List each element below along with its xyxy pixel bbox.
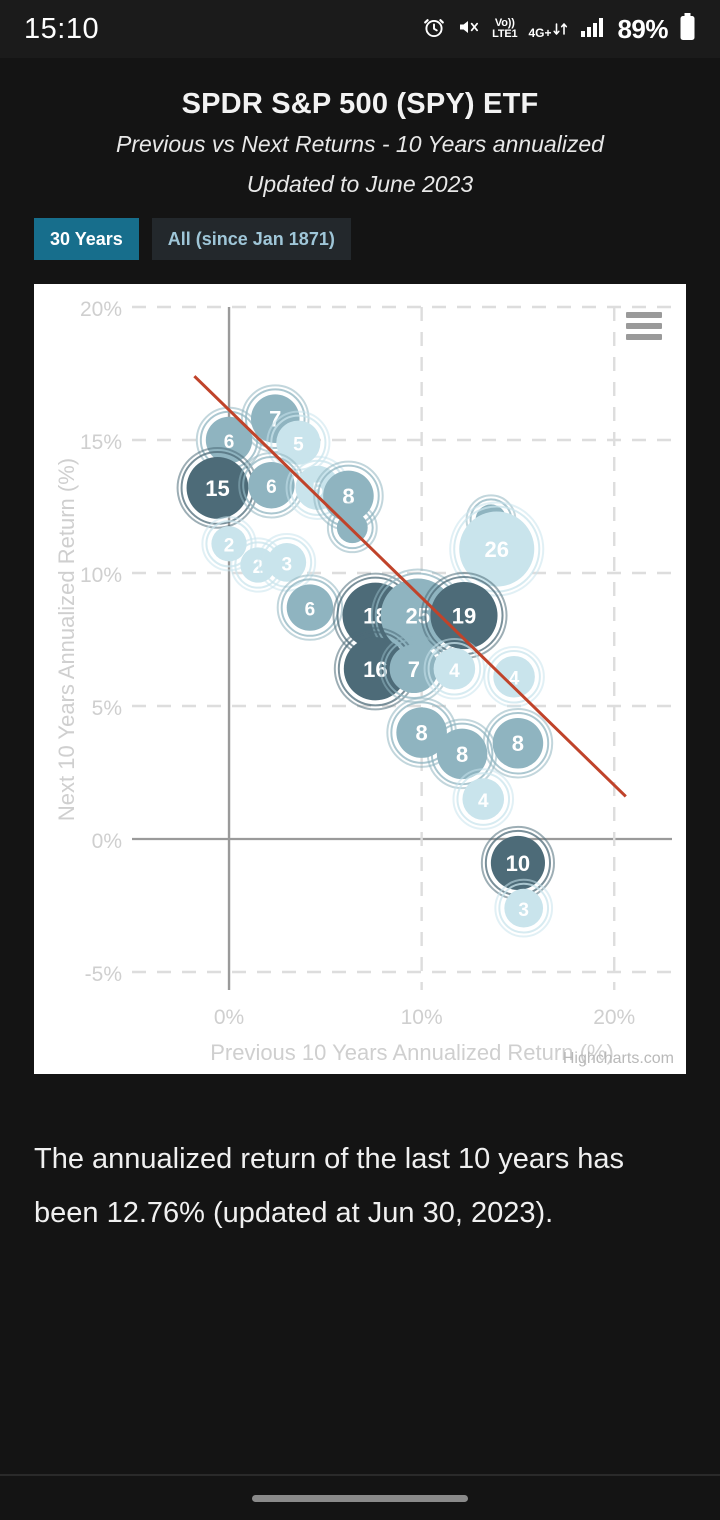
bubble-count-label: 3 — [282, 554, 293, 575]
bubble-count-label: 3 — [518, 900, 529, 921]
mute-icon — [457, 15, 481, 44]
system-navigation-bar — [0, 1476, 720, 1520]
scatter-bubble[interactable]: 26 — [449, 501, 545, 597]
bottom-divider — [0, 1474, 720, 1476]
scatter-bubble[interactable]: 3 — [494, 878, 554, 938]
bubble-count-label: 2 — [224, 536, 235, 557]
bubble-count-label: 7 — [408, 657, 420, 682]
scatter-bubble[interactable]: 6 — [276, 574, 344, 641]
status-icons: Vo)) LTE1 4G+ 89% — [422, 12, 696, 46]
hamburger-menu-icon[interactable] — [626, 312, 662, 345]
status-clock: 15:10 — [24, 12, 100, 45]
scatter-bubble[interactable]: 19 — [420, 572, 508, 660]
page-updated-label: Updated to June 2023 — [246, 171, 474, 197]
x-axis-tick-label: 20% — [593, 1006, 635, 1029]
scatter-bubble[interactable]: 4 — [483, 645, 545, 708]
bubble-count-label: 8 — [456, 742, 468, 767]
y-axis-tick-label: 15% — [80, 431, 122, 454]
scatter-bubble[interactable]: 16 — [333, 627, 418, 711]
page-subtitle: Previous vs Next Returns - 10 Years annu… — [116, 131, 604, 157]
y-axis-tick-label: 5% — [92, 697, 122, 720]
tab-30-years[interactable]: 30 Years — [34, 218, 139, 260]
bubble-count-label: 8 — [416, 721, 428, 746]
bubble-count-label: 8 — [512, 731, 524, 756]
x-axis-tick-label: 0% — [214, 1006, 244, 1029]
period-tabs: 30 Years All (since Jan 1871) — [0, 204, 720, 260]
alarm-icon — [422, 15, 446, 44]
bubble-count-label: 19 — [452, 604, 476, 629]
y-axis-tick-label: 10% — [80, 564, 122, 587]
bubble-count-label: 5 — [293, 435, 304, 456]
bubble-count-label: 10 — [506, 851, 530, 876]
volte-icon: Vo)) LTE1 — [492, 17, 518, 40]
battery-percent-label: 89% — [617, 13, 668, 44]
scatter-bubble[interactable]: 4 — [423, 637, 486, 700]
scatter-bubble[interactable]: 8 — [482, 707, 554, 779]
bubble-count-label: 4 — [509, 669, 520, 690]
bubble-count-label: 26 — [484, 537, 508, 562]
bubble-count-label: 6 — [305, 600, 316, 621]
scatter-bubble[interactable]: 4 — [452, 768, 515, 830]
chart-credits[interactable]: Highcharts.com — [562, 1050, 674, 1067]
bubble-count-label: 4 — [478, 791, 489, 812]
bubble-count-label: 15 — [205, 476, 229, 501]
signal-bars-icon — [580, 16, 606, 43]
x-axis-tick-label: 10% — [401, 1006, 443, 1029]
y-axis-tick-label: 20% — [80, 298, 122, 321]
home-gesture-pill[interactable] — [252, 1494, 468, 1502]
bubble-count-label: 4 — [449, 661, 460, 682]
bubble-count-label: 6 — [266, 477, 277, 498]
page-content: SPDR S&P 500 (SPY) ETF Previous vs Next … — [0, 58, 720, 1240]
page-title: SPDR S&P 500 (SPY) ETF — [181, 88, 539, 120]
y-axis-tick-label: 0% — [92, 830, 122, 853]
tab-all-since-jan-1871[interactable]: All (since Jan 1871) — [151, 218, 351, 260]
chart-plot-area: 20% 15% 10% 5% 0% -5% 0% 10% 20% Next 10 Years An… — [54, 298, 672, 1065]
scatter-bubble[interactable]: 15 — [176, 446, 259, 529]
y-axis-tick-label: -5% — [85, 963, 122, 986]
bubble-count-label: 16 — [363, 657, 387, 682]
summary-text: The annualized return of the last 10 yea… — [34, 1143, 625, 1229]
trend-line — [193, 375, 627, 798]
scatter-bubble[interactable]: 5 — [266, 410, 331, 475]
y-axis-title: Next 10 Years Annualized Return (%) — [54, 458, 79, 821]
scatter-chart[interactable]: 20% 15% 10% 5% 0% -5% 0% 10% 20% Next 10 Years An… — [34, 284, 686, 1074]
x-axis-title: Previous 10 Years Annualized Return (%) — [210, 1040, 614, 1065]
status-bar: 15:10 Vo)) LTE1 4G+ — [0, 0, 720, 58]
network-4g-icon: 4G+ — [528, 19, 569, 39]
battery-icon — [679, 12, 696, 46]
bubble-count-label: 6 — [224, 432, 235, 453]
